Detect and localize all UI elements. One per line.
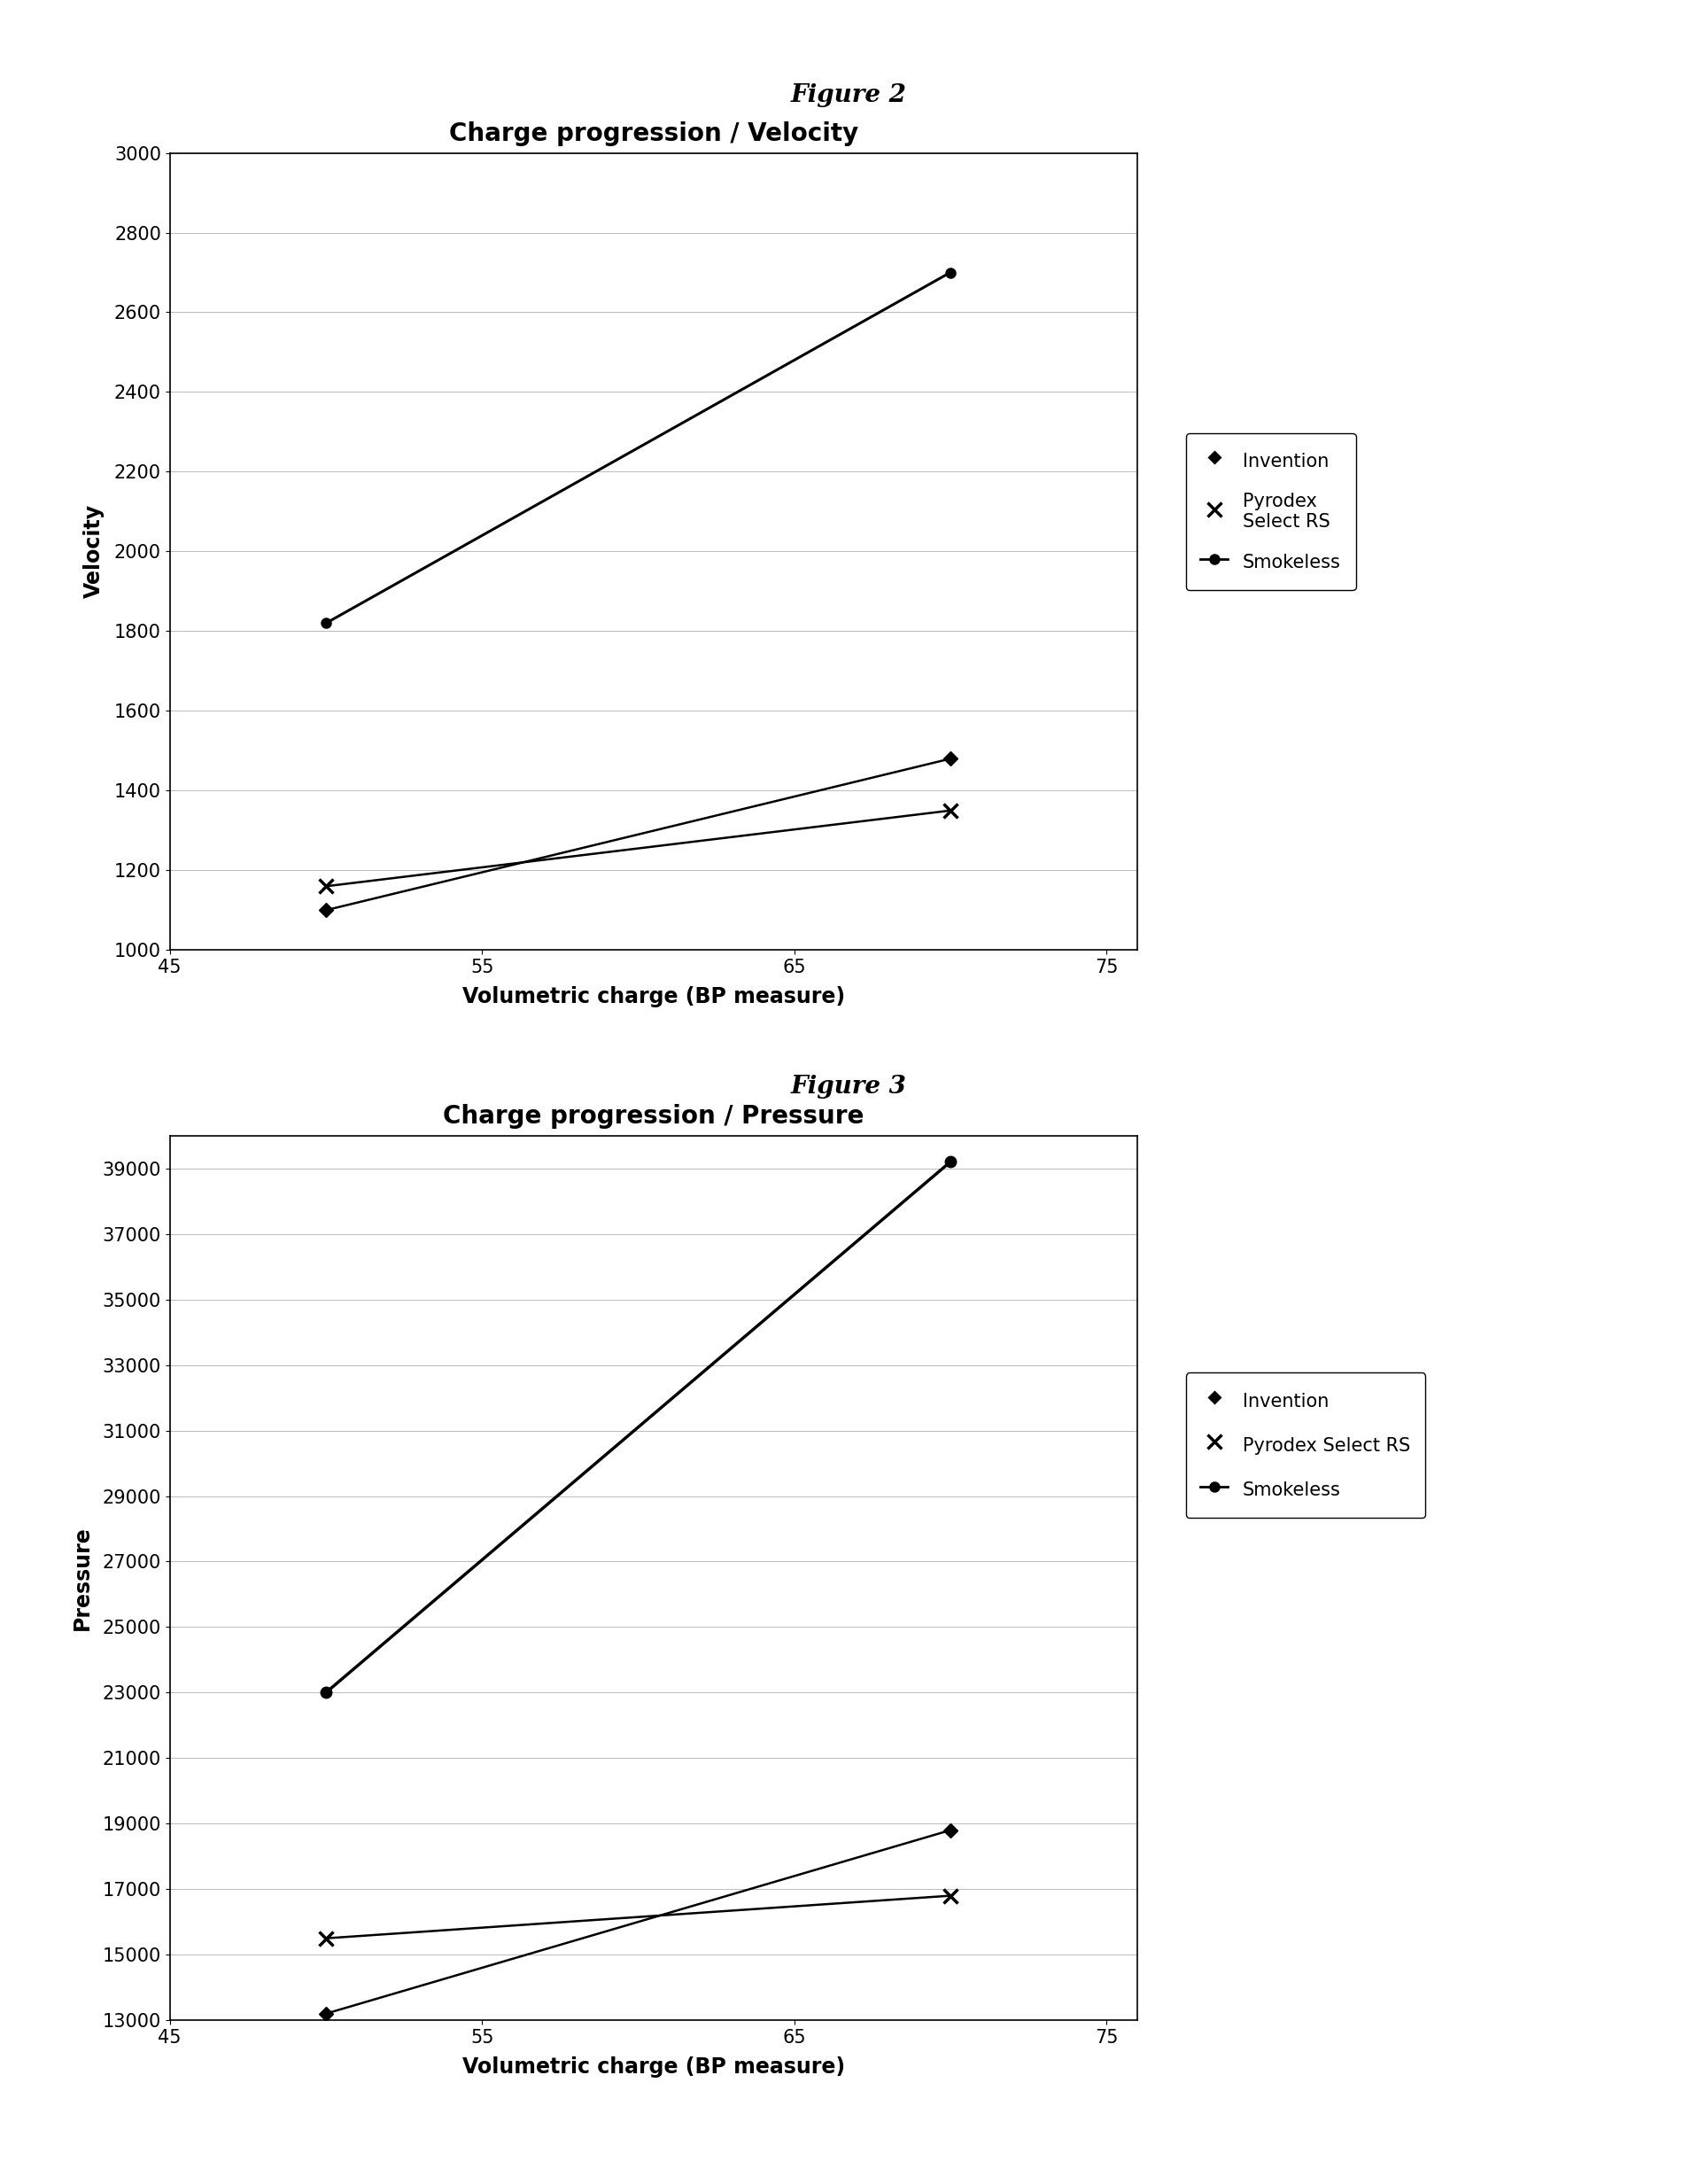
X-axis label: Volumetric charge (BP measure): Volumetric charge (BP measure) [462, 2057, 846, 2077]
Y-axis label: Velocity: Velocity [83, 505, 104, 598]
X-axis label: Volumetric charge (BP measure): Volumetric charge (BP measure) [462, 987, 846, 1007]
Title: Charge progression / Pressure: Charge progression / Pressure [443, 1103, 864, 1129]
Title: Charge progression / Velocity: Charge progression / Velocity [448, 120, 859, 146]
Text: Figure 2: Figure 2 [791, 83, 907, 107]
Legend: Invention, Pyrodex Select RS, Smokeless: Invention, Pyrodex Select RS, Smokeless [1185, 1374, 1425, 1518]
Text: Figure 3: Figure 3 [791, 1075, 907, 1099]
Y-axis label: Pressure: Pressure [71, 1527, 93, 1629]
Legend: Invention, Pyrodex
Select RS, Smokeless: Invention, Pyrodex Select RS, Smokeless [1185, 432, 1355, 590]
